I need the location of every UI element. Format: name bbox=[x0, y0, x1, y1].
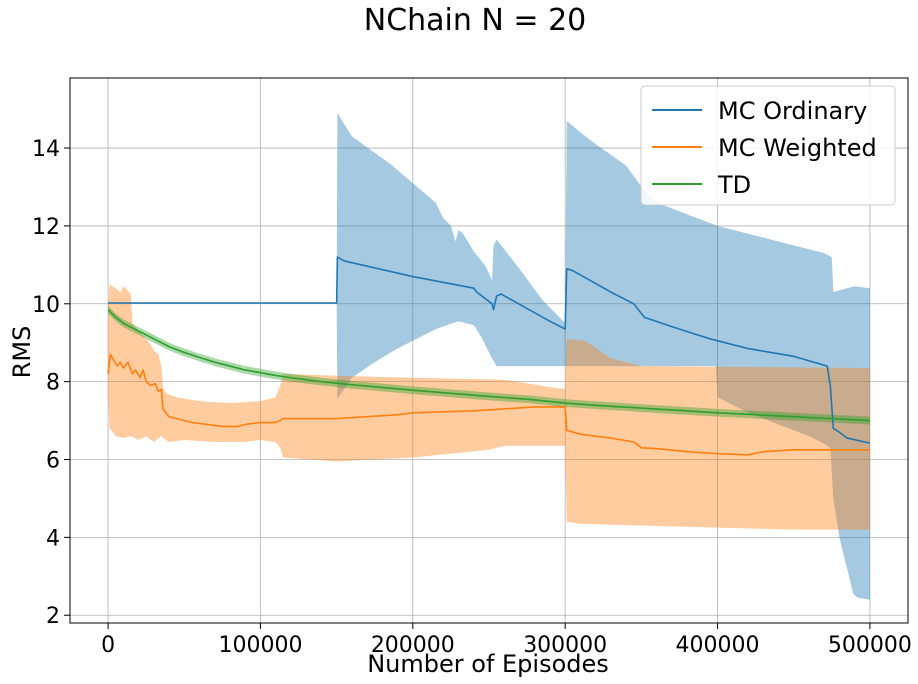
x-tick-label: 100000 bbox=[218, 633, 302, 658]
x-tick-label: 400000 bbox=[676, 633, 760, 658]
y-axis-label: RMS bbox=[8, 326, 36, 379]
x-tick-label: 200000 bbox=[371, 633, 455, 658]
td-legend-label: TD bbox=[717, 171, 751, 199]
legend-box bbox=[640, 85, 896, 206]
x-tick-label: 0 bbox=[101, 633, 115, 658]
line-layer bbox=[107, 256, 871, 456]
x-tick-label: 500000 bbox=[828, 633, 912, 658]
td-line bbox=[107, 309, 870, 422]
mc-ordinary-line bbox=[108, 256, 871, 444]
y-tick-label: 2 bbox=[46, 604, 60, 629]
plot-frame bbox=[69, 77, 909, 624]
x-tick-label: 300000 bbox=[523, 633, 607, 658]
mc-ordinary-legend-label: MC Ordinary bbox=[718, 97, 867, 125]
mc-weighted-legend-label: MC Weighted bbox=[718, 134, 877, 162]
mc-weighted-band bbox=[108, 284, 870, 530]
y-tick-label: 8 bbox=[46, 371, 60, 396]
x-axis-label: Number of Episodes bbox=[367, 650, 609, 678]
grid-layer bbox=[70, 78, 908, 623]
y-tick-label: 12 bbox=[32, 215, 60, 240]
y-tick-label: 6 bbox=[46, 449, 60, 474]
mc-weighted-line bbox=[107, 353, 870, 456]
mc-ordinary-band bbox=[336, 113, 870, 600]
tick-layer: 0 100000 200000 300000 400000 500000 2 4 6 8 10 12 1… bbox=[32, 137, 912, 658]
band-layer bbox=[108, 113, 870, 600]
y-tick-label: 10 bbox=[32, 293, 60, 318]
y-tick-label: 14 bbox=[32, 137, 60, 162]
y-tick-label: 4 bbox=[46, 526, 60, 551]
legend: MC Ordinary MC Weighted TD bbox=[640, 85, 896, 206]
chart-title: NChain N = 20 bbox=[364, 3, 587, 38]
